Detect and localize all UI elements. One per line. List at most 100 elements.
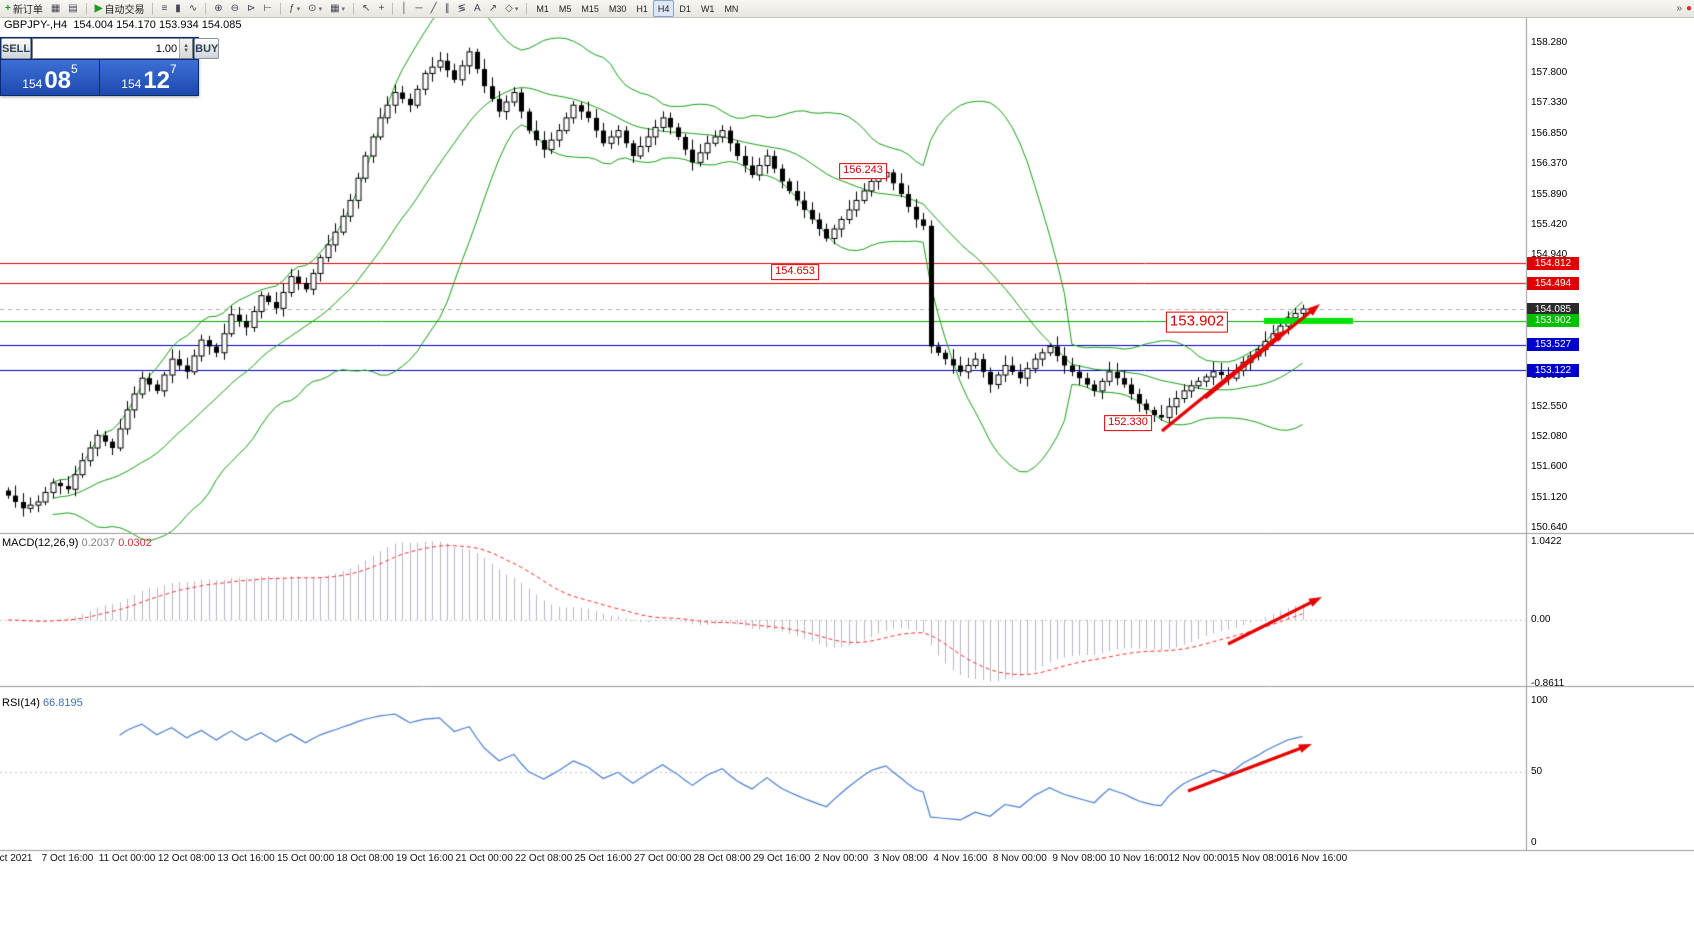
- crosshair-button[interactable]: +: [374, 0, 388, 17]
- equidistant-channel-button[interactable]: ∥: [441, 0, 454, 17]
- price-callout-156.243[interactable]: 156.243: [839, 163, 887, 179]
- autotrading-label: 自动交易: [104, 5, 145, 16]
- timeframe-d1-button[interactable]: D1: [679, 3, 691, 14]
- price-callout-152.330[interactable]: 152.330: [1104, 415, 1152, 431]
- price-tick-label: 155.420: [1531, 218, 1568, 230]
- price-tag-154.494: 154.494: [1527, 276, 1579, 290]
- toolbar-group: ƒ ▾ ⊙ ▾ ▦ ▾: [284, 0, 350, 17]
- line-chart-type-button[interactable]: ∿: [185, 0, 201, 17]
- volume-decrease-button[interactable]: ▼: [183, 47, 190, 54]
- status-icon[interactable]: ●: [1685, 3, 1692, 14]
- time-tick-label: 10 Nov 16:00: [1109, 853, 1169, 864]
- toolbar-separator: [353, 2, 355, 15]
- time-tick-label: 21 Oct 00:00: [455, 853, 513, 864]
- time-tick-label: 11 Oct 00:00: [98, 853, 156, 864]
- toolbar-separator: [205, 2, 207, 15]
- periods-button[interactable]: ⊙ ▾: [304, 0, 326, 17]
- candlestick-chart-type-icon: ▮: [175, 2, 181, 14]
- timeframe-h1-button[interactable]: H1: [636, 3, 648, 14]
- trendline-icon: ╱: [430, 2, 437, 14]
- bid-price-panel[interactable]: 154 08 5: [1, 60, 99, 95]
- timeframe-w1-button[interactable]: W1: [700, 3, 715, 14]
- new-order-label: 新订单: [12, 5, 43, 16]
- toolbar: » ● + 新订单 ▦ ▤ ▶ 自动交易 ≡ ▮ ∿ ⊕ ⊖ ⊳ ⊢ ƒ ▾ ⊙ ▾ ▦ ▾ ↖ + │ ─ ╱ ∥ ≶ A ↗ ◇ ▾ M1…: [0, 0, 1694, 18]
- timeframe-mn-button[interactable]: MN: [724, 3, 739, 14]
- volume-input[interactable]: [33, 39, 180, 58]
- price-callout-153.902[interactable]: 153.902: [1165, 311, 1229, 333]
- price-tick-label: 157.330: [1531, 97, 1568, 109]
- macd-main-value: 0.2037: [81, 537, 116, 549]
- bar-chart-type-button[interactable]: ≡: [157, 0, 171, 17]
- market-watch-button[interactable]: ▤: [64, 0, 81, 17]
- auto-scroll-button[interactable]: ⊳: [243, 0, 259, 17]
- vertical-line-button[interactable]: │: [397, 0, 411, 17]
- horizontal-line-button[interactable]: ─: [412, 0, 427, 17]
- fibonacci-icon: ≶: [457, 2, 467, 14]
- timeframe-h4-button[interactable]: H4: [652, 0, 675, 17]
- macd-axis-label: 0.00: [1531, 614, 1551, 625]
- toolbar-separator: [85, 2, 87, 15]
- timeframe-m30-button[interactable]: M30: [608, 3, 627, 14]
- price-tag-153.122: 153.122: [1527, 363, 1579, 377]
- templates-dropdown-icon: ▾: [341, 5, 346, 13]
- toolbar-separator: [392, 2, 394, 15]
- time-tick-label: 8 Nov 00:00: [992, 853, 1047, 864]
- zoom-out-button[interactable]: ⊖: [227, 0, 243, 17]
- macd-name: MACD(12,26,9): [2, 537, 79, 549]
- candlestick-chart-type-button[interactable]: ▮: [171, 0, 185, 17]
- zoom-in-button[interactable]: ⊕: [210, 0, 226, 17]
- rsi-value: 66.8195: [42, 697, 83, 709]
- trendline-button[interactable]: ╱: [427, 0, 441, 17]
- templates-icon: ▦: [330, 2, 340, 14]
- price-tick-label: 156.850: [1531, 127, 1568, 139]
- auto-scroll-icon: ⊳: [246, 2, 256, 14]
- ask-price-panel[interactable]: 154 12 7: [100, 60, 198, 95]
- chart-ohlc-values: 154.004 154.170 153.934 154.085: [73, 19, 242, 31]
- toolbar-overflow-icon[interactable]: »: [1676, 3, 1682, 14]
- zoom-in-icon: ⊕: [214, 2, 223, 14]
- toolbar-group: ↖ +: [357, 0, 389, 17]
- line-chart-type-icon: ∿: [188, 2, 198, 14]
- timeframe-m1-button[interactable]: M1: [536, 3, 549, 14]
- one-click-trading-widget: SELL ▲ ▼ BUY 154 08 5 154 12 7: [0, 37, 220, 96]
- timeframe-m5-button[interactable]: M5: [558, 3, 572, 14]
- chart-shift-button[interactable]: ⊢: [259, 0, 276, 17]
- text-button[interactable]: A: [470, 0, 485, 17]
- arrow-objects-button[interactable]: ↗: [485, 0, 501, 17]
- price-tick-label: 150.640: [1531, 522, 1568, 533]
- time-tick-label: 19 Oct 16:00: [395, 853, 454, 864]
- rsi-axis-label: 0: [1531, 837, 1537, 848]
- new-order-button[interactable]: + 新订单: [1, 0, 47, 17]
- macd-indicator-label: MACD(12,26,9) 0.2037 0.0302: [2, 537, 152, 549]
- chart-shift-icon: ⊢: [263, 2, 273, 14]
- price-tick-label: 156.370: [1531, 158, 1568, 170]
- sell-button[interactable]: SELL: [1, 38, 32, 59]
- templates-button[interactable]: ▦ ▾: [326, 0, 349, 17]
- buy-button[interactable]: BUY: [194, 38, 220, 59]
- time-tick-label: 18 Oct 08:00: [336, 853, 394, 864]
- price-callout-154.653[interactable]: 154.653: [771, 264, 819, 280]
- rsi-axis-label: 50: [1531, 766, 1543, 777]
- volume-increase-button[interactable]: ▲: [183, 42, 190, 49]
- timeframe-m15-button[interactable]: M15: [581, 3, 599, 14]
- indicators-button[interactable]: ƒ ▾: [285, 0, 304, 17]
- periods-icon: ⊙: [308, 2, 317, 14]
- vertical-line-icon: │: [401, 2, 408, 14]
- cursor-button[interactable]: ↖: [358, 0, 374, 17]
- volume-spinner: ▲ ▼: [179, 39, 193, 58]
- price-tag-153.902: 153.902: [1527, 314, 1579, 328]
- toolbar-separator: [280, 2, 282, 15]
- text-icon: A: [474, 2, 481, 14]
- autotrading-button[interactable]: ▶ 自动交易: [91, 0, 149, 17]
- indicators-dropdown-icon: ▾: [296, 5, 301, 13]
- zoom-out-icon: ⊖: [230, 2, 239, 14]
- time-tick-label: 25 Oct 16:00: [574, 853, 632, 864]
- charts-window-icon: ▦: [50, 2, 61, 14]
- shapes-button[interactable]: ◇ ▾: [501, 0, 522, 17]
- fibonacci-button[interactable]: ≶: [454, 0, 470, 17]
- toolbar-group: ≡ ▮ ∿: [156, 0, 202, 17]
- charts-window-button[interactable]: ▦: [47, 0, 64, 17]
- time-tick-label: 29 Oct 16:00: [753, 853, 811, 864]
- price-tag-153.527: 153.527: [1527, 338, 1579, 352]
